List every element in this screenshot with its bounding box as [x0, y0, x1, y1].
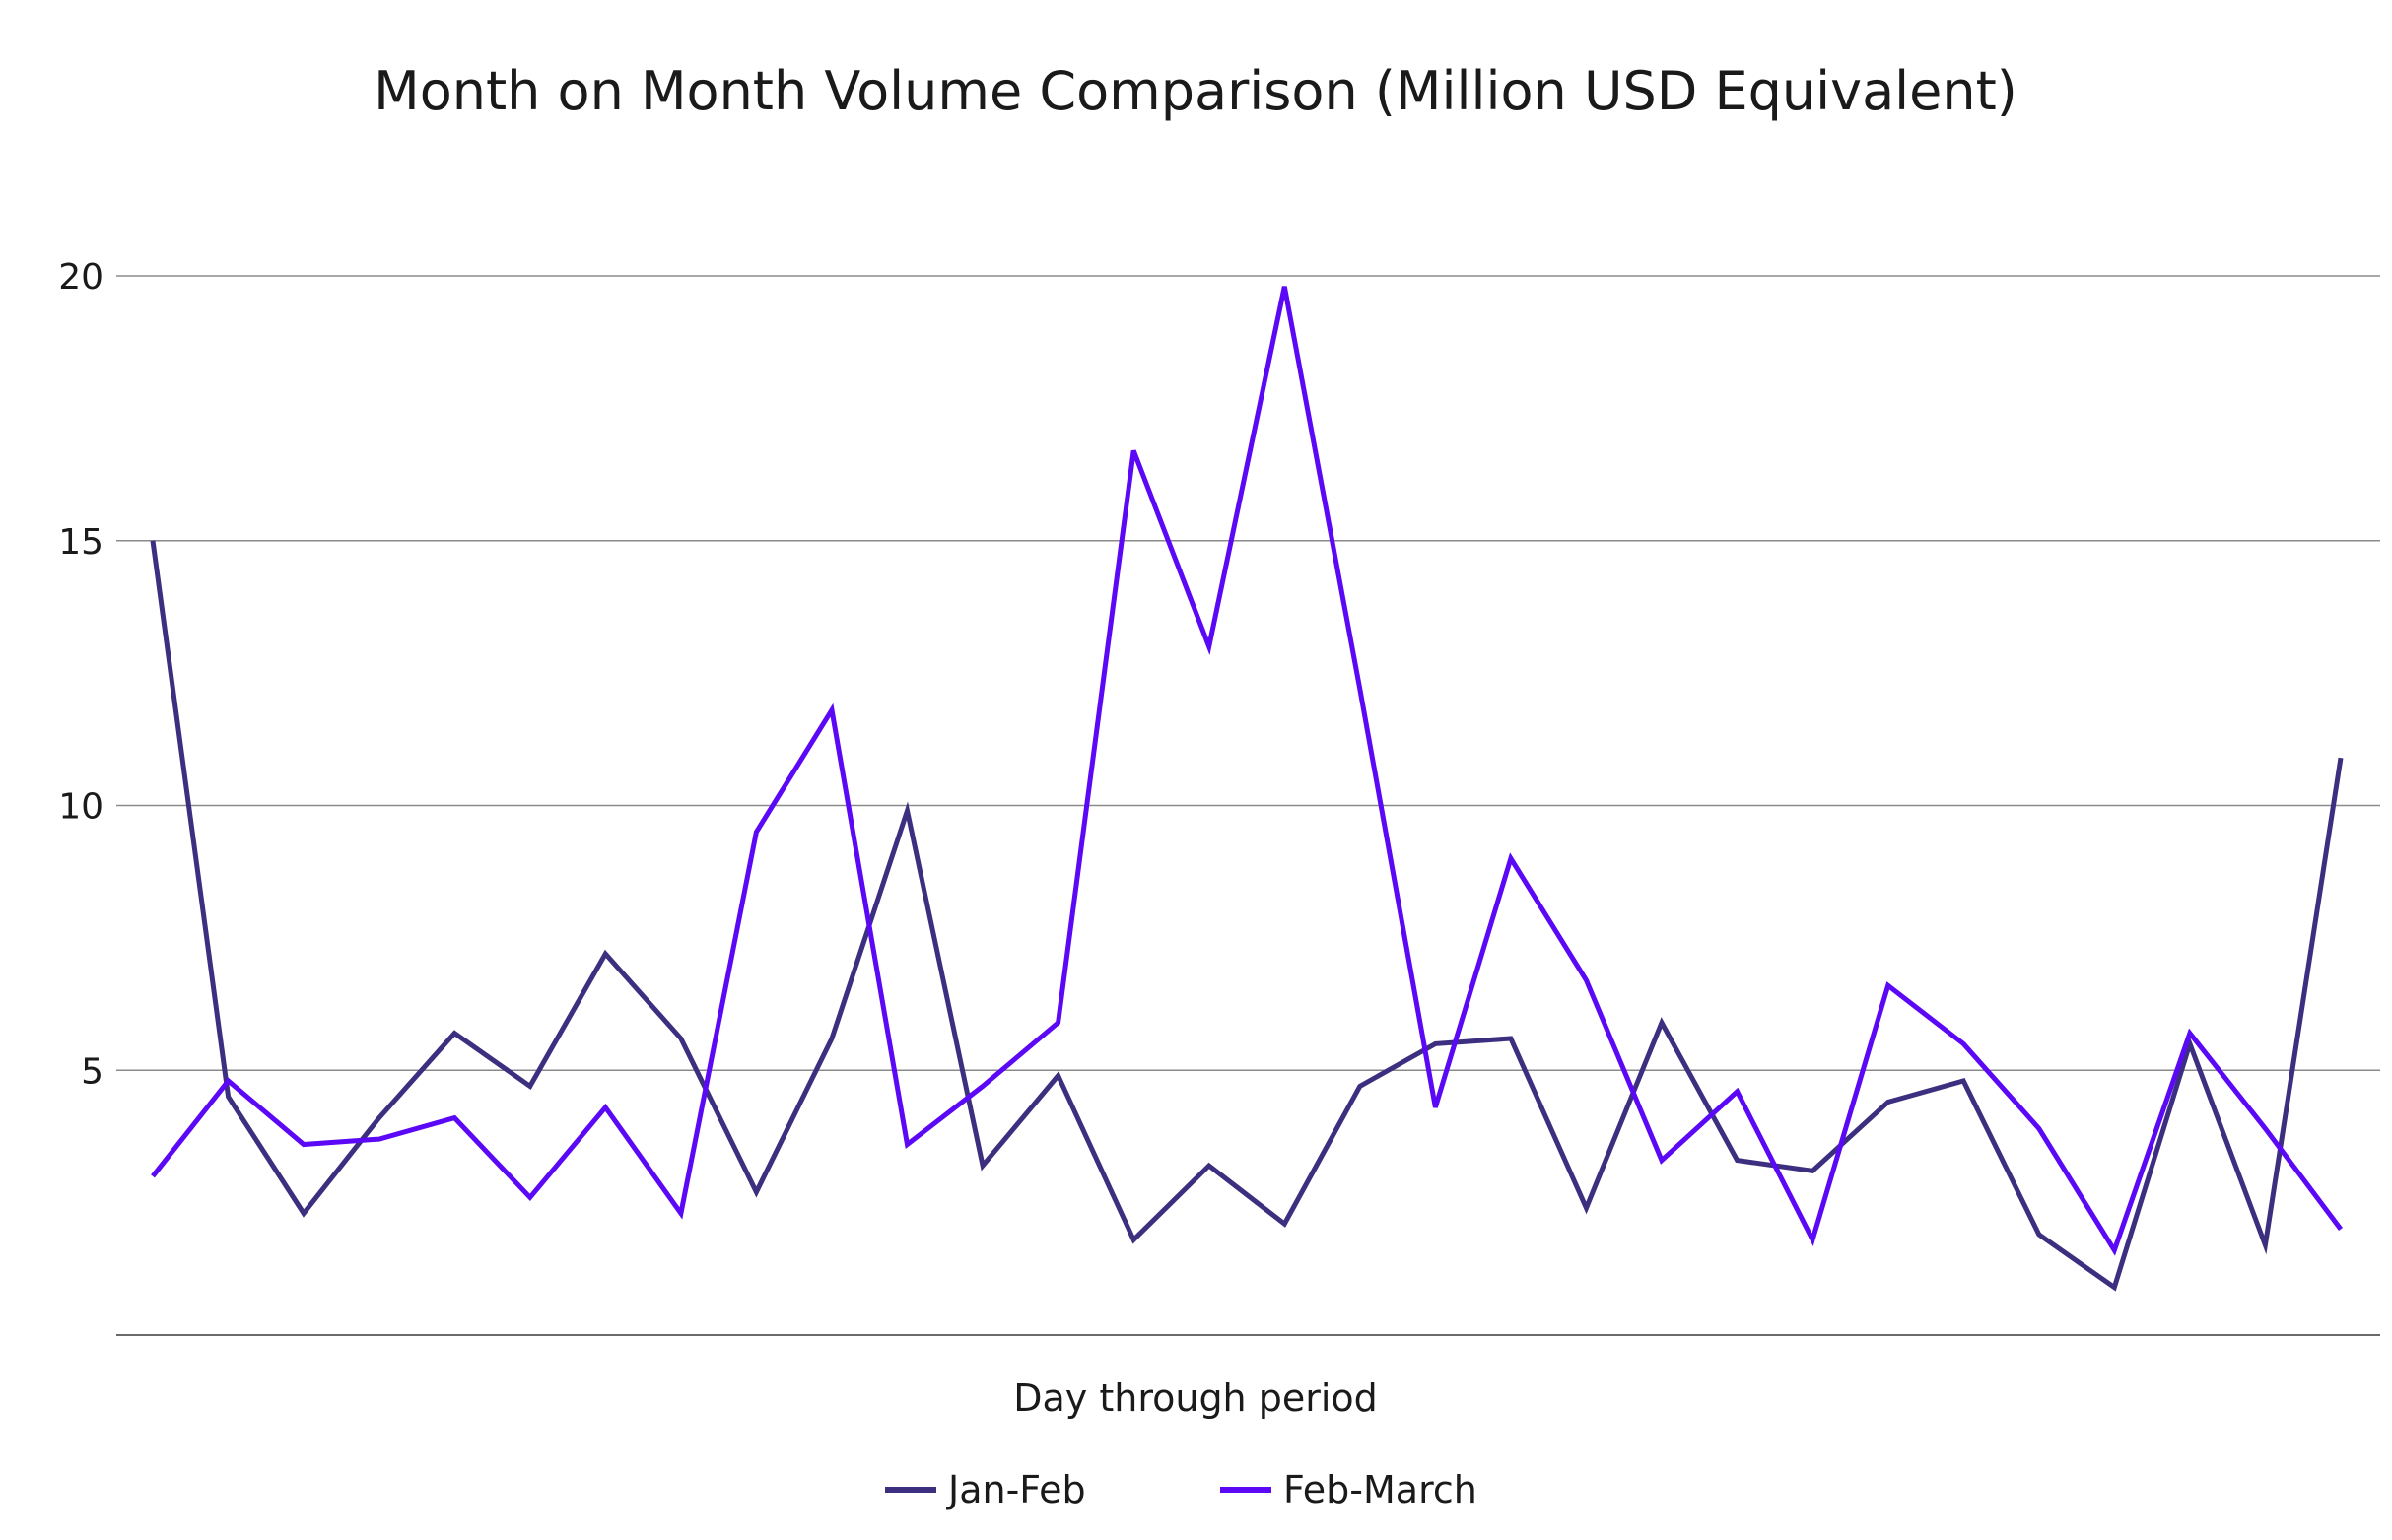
legend-label-feb-march: Feb-March: [1283, 1468, 1477, 1511]
y-axis-ticks: 5 10 15 20: [58, 257, 103, 1092]
series-line-feb-march: [151, 286, 2343, 1256]
series-lines: [150, 286, 2344, 1292]
series-line-jan-feb: [150, 540, 2344, 1292]
y-tick-label-10: 10: [58, 787, 103, 828]
y-tick-label-15: 15: [58, 522, 103, 563]
x-axis-label: Day through period: [1013, 1376, 1378, 1420]
y-tick-label-20: 20: [58, 257, 103, 298]
chart-title: Month on Month Volume Comparison (Millio…: [374, 60, 2017, 122]
legend-label-jan-feb: Jan-Feb: [946, 1468, 1086, 1511]
legend: Jan-Feb Feb-March: [885, 1468, 1477, 1511]
gridlines: [116, 275, 2380, 1336]
y-tick-label-5: 5: [81, 1051, 103, 1092]
